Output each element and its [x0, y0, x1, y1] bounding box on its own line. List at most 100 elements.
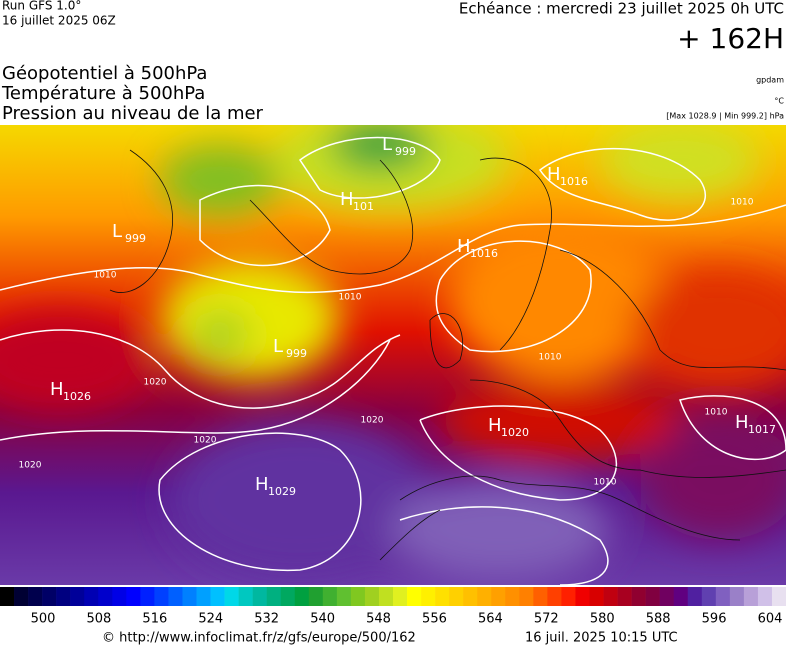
colorbar-swatch — [519, 587, 534, 606]
isobar-labels: 1010 1010 1020 1020 1020 1020 1010 1010 1010 1010 — [19, 198, 754, 488]
center-letter: H — [488, 415, 502, 436]
run-label: Run GFS 1.0° — [2, 0, 81, 13]
colorbar-swatch — [308, 587, 324, 606]
colorbar-swatch — [84, 587, 99, 606]
center-value: 1016 — [560, 175, 588, 188]
colorbar-swatch — [364, 587, 380, 606]
isobar-label: 1010 — [594, 478, 617, 488]
colorbar-swatch — [771, 587, 786, 606]
colorbar-swatch — [70, 587, 85, 606]
colorbar-swatch — [743, 587, 759, 606]
coastlines — [109, 149, 786, 561]
colorbar-label: 580 — [590, 612, 615, 627]
center-letter: H — [50, 379, 64, 400]
colorbar-swatch — [322, 587, 338, 606]
center-letter: L — [382, 134, 392, 155]
colorbar-label: 588 — [646, 612, 671, 627]
center-value: 1020 — [501, 426, 529, 439]
run-date: 16 juillet 2025 06Z — [2, 14, 116, 28]
colorbar-swatch — [140, 587, 155, 606]
colorbar-label: 508 — [87, 612, 112, 627]
isobar-label: 1010 — [731, 198, 754, 208]
center-value: 101 — [353, 200, 374, 213]
colorbar-swatch — [477, 587, 492, 606]
isobar-label: 1020 — [361, 416, 384, 426]
isobar-label: 1020 — [144, 378, 167, 388]
colorbar-swatch — [238, 587, 253, 606]
colorbar: 500 508 516 524 532 540 548 556 564 572 580 588 596 6… — [0, 587, 786, 627]
colorbar-swatch — [0, 587, 15, 606]
colorbar-label: 596 — [702, 612, 727, 627]
center-value: 1016 — [470, 247, 498, 260]
colorbar-label: 572 — [534, 612, 559, 627]
colorbar-swatch — [589, 587, 604, 606]
colorbar-swatch — [14, 587, 29, 606]
unit-label: gpdam — [756, 76, 784, 85]
colorbar-swatch — [533, 587, 548, 606]
colorbar-swatch — [168, 587, 183, 606]
colorbar-label: 540 — [310, 612, 335, 627]
colorbar-swatch — [378, 587, 394, 606]
colorbar-swatch — [126, 587, 141, 606]
colorbar-swatch — [659, 587, 675, 606]
colorbar-swatch — [715, 587, 731, 606]
colorbar-swatch — [224, 587, 239, 606]
colorbar-swatch — [757, 587, 773, 606]
colorbar-swatch — [617, 587, 632, 606]
center-letter: L — [112, 221, 122, 242]
colorbar-swatch — [673, 587, 689, 606]
colorbar-label: 564 — [478, 612, 503, 627]
colorbar-swatch — [350, 587, 366, 606]
colorbar-swatch — [42, 587, 57, 606]
colorbar-swatch — [547, 587, 562, 606]
colorbar-swatch — [252, 587, 267, 606]
layer-label: Température à 500hPa — [1, 83, 205, 104]
isobars — [0, 136, 786, 585]
colorbar-swatch — [280, 587, 296, 606]
unit-label: [Max 1028.9 | Min 999.2] hPa — [666, 112, 784, 121]
colorbar-swatch — [603, 587, 618, 606]
colorbar-swatch — [196, 587, 211, 606]
colorbar-label: 524 — [198, 612, 223, 627]
isobar-label: 1020 — [194, 436, 217, 446]
colorbar-swatch — [266, 587, 282, 606]
isobar-label: 1010 — [94, 271, 117, 281]
colorbar-swatch — [463, 587, 478, 606]
colorbar-swatch — [687, 587, 703, 606]
isobar-label: 1010 — [339, 293, 362, 303]
center-value: 1026 — [63, 390, 91, 403]
source-url: © http://www.infoclimat.fr/z/gfs/europe/… — [102, 631, 416, 646]
colorbar-swatch — [112, 587, 127, 606]
colorbar-swatch — [28, 587, 43, 606]
colorbar-swatch — [56, 587, 71, 606]
center-value: 999 — [125, 232, 146, 245]
colorbar-swatch — [645, 587, 660, 606]
colorbar-swatch — [98, 587, 113, 606]
colorbar-swatch — [561, 587, 576, 606]
colorbar-swatch — [154, 587, 169, 606]
colorbar-swatch — [701, 587, 717, 606]
layer-label: Pression au niveau de la mer — [2, 103, 264, 124]
map-area — [0, 125, 786, 585]
isobar-label: 1020 — [19, 461, 42, 471]
colorbar-swatch — [182, 587, 197, 606]
center-letter: H — [547, 164, 561, 185]
colorbar-swatch — [505, 587, 520, 606]
colorbar-swatch — [407, 587, 422, 606]
center-letter: H — [735, 412, 749, 433]
colorbar-swatch — [491, 587, 506, 606]
colorbar-label: 548 — [366, 612, 391, 627]
center-value: 999 — [395, 145, 416, 158]
forecast-date: Echéance : mercredi 23 juillet 2025 0h U… — [459, 0, 784, 18]
layer-label: Géopotentiel à 500hPa — [2, 63, 207, 84]
colorbar-swatch — [421, 587, 436, 606]
colorbar-swatch — [210, 587, 225, 606]
center-letter: H — [457, 236, 471, 257]
colorbar-swatch — [575, 587, 590, 606]
field-blobs — [0, 125, 786, 580]
center-value: 1017 — [748, 423, 776, 436]
generated-time: 16 juil. 2025 10:15 UTC — [525, 631, 678, 646]
forecast-hour: + 162H — [677, 22, 784, 55]
